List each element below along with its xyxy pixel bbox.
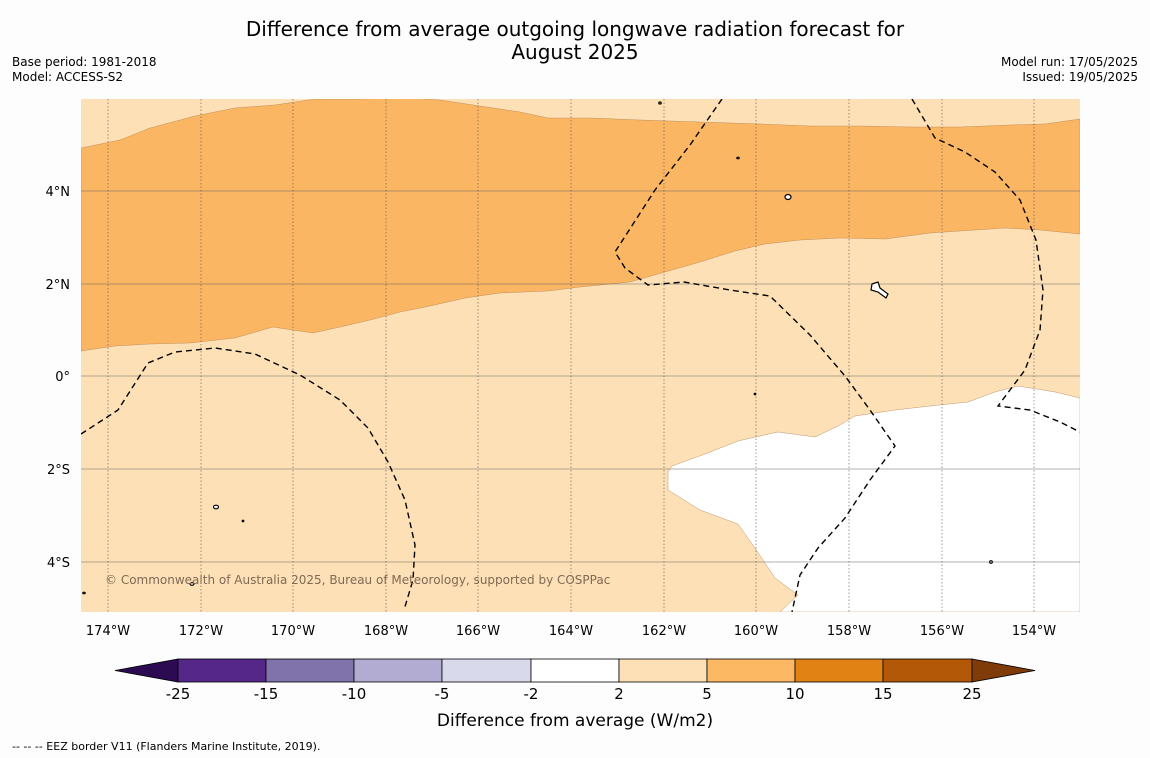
near-average-region xyxy=(667,385,1080,612)
island xyxy=(736,156,740,160)
meta-left: Base period: 1981-2018 Model: ACCESS-S2 xyxy=(12,55,157,85)
lat-label-4s: 4°S xyxy=(47,556,70,571)
colorbar-max-arrow xyxy=(971,658,1036,683)
colorbar-segment xyxy=(618,658,708,683)
colorbar-tick: 2 xyxy=(614,685,624,703)
colorbar: -25 -15 -10 -5 -2 2 5 10 15 25 Differenc… xyxy=(114,658,1036,731)
longitude-labels: 174°W 172°W 170°W 168°W 166°W 164°W 162°… xyxy=(86,624,1056,639)
eez-footnote: -- -- -- EEZ border V11 (Flanders Marine… xyxy=(12,740,321,753)
base-period: Base period: 1981-2018 xyxy=(12,55,157,69)
island xyxy=(753,392,757,396)
island xyxy=(658,101,662,105)
eez-border-west xyxy=(81,347,416,611)
lon-label: 160°W xyxy=(734,624,778,639)
colorbar-segment xyxy=(265,658,355,683)
colorbar-segment xyxy=(882,658,973,683)
lat-label-4n: 4°N xyxy=(46,185,71,200)
meta-right: Model run: 17/05/2025 Issued: 19/05/2025 xyxy=(1001,55,1138,85)
eez-borders xyxy=(81,99,1080,612)
colorbar-tick: 10 xyxy=(785,685,804,703)
lon-label: 172°W xyxy=(179,624,223,639)
colorbar-segment xyxy=(706,658,796,683)
colorbar-segment xyxy=(177,658,267,683)
lon-label: 162°W xyxy=(642,624,686,639)
lon-label: 156°W xyxy=(920,624,964,639)
orange-band xyxy=(81,99,1080,352)
colorbar-segment xyxy=(441,658,532,683)
island xyxy=(82,591,86,595)
lat-label-0: 0° xyxy=(55,370,70,385)
island xyxy=(989,560,993,564)
island xyxy=(784,193,792,201)
island xyxy=(241,519,245,523)
map-panel: © Commonwealth of Australia 2025, Bureau… xyxy=(81,99,1080,612)
island xyxy=(189,582,195,586)
copyright-credit: © Commonwealth of Australia 2025, Bureau… xyxy=(105,573,610,587)
title-line-2: August 2025 xyxy=(511,40,639,64)
lat-label-2n: 2°N xyxy=(46,278,71,293)
colorbar-title: Difference from average (W/m2) xyxy=(437,711,713,731)
latitude-labels: 4°N 2°N 0° 2°S 4°S xyxy=(46,185,71,571)
colorbar-segment xyxy=(530,658,620,683)
lon-label: 166°W xyxy=(456,624,500,639)
eez-border-central xyxy=(614,99,896,612)
islands xyxy=(82,101,993,595)
island xyxy=(212,504,220,510)
colorbar-tick: -25 xyxy=(166,685,191,703)
colorbar-min-arrow xyxy=(114,658,179,683)
lon-label: 174°W xyxy=(86,624,130,639)
issued-date: Issued: 19/05/2025 xyxy=(1022,70,1138,84)
colorbar-tick: -5 xyxy=(435,685,450,703)
colorbar-segment xyxy=(794,658,884,683)
lat-label-2s: 2°S xyxy=(47,463,70,478)
colorbar-segment xyxy=(353,658,443,683)
colorbar-tick: -10 xyxy=(342,685,367,703)
lon-label: 170°W xyxy=(271,624,315,639)
model-name: Model: ACCESS-S2 xyxy=(12,70,124,84)
colorbar-tick: 5 xyxy=(702,685,712,703)
colorbar-ticks: -25 -15 -10 -5 -2 2 5 10 15 25 xyxy=(166,685,982,703)
colorbar-tick: -2 xyxy=(524,685,539,703)
eez-border-east xyxy=(911,99,1080,433)
lon-label: 158°W xyxy=(827,624,871,639)
lon-label: 154°W xyxy=(1012,624,1056,639)
colorbar-tick: -15 xyxy=(254,685,279,703)
colorbar-tick: 25 xyxy=(962,685,981,703)
chart-title: Difference from average outgoing longwav… xyxy=(0,18,1150,64)
lon-label: 164°W xyxy=(549,624,593,639)
graticule xyxy=(81,99,1080,612)
lon-label: 168°W xyxy=(364,624,408,639)
colorbar-tick: 15 xyxy=(873,685,892,703)
model-run: Model run: 17/05/2025 xyxy=(1000,55,1138,69)
title-line-1: Difference from average outgoing longwav… xyxy=(245,17,905,41)
island-kiritimati xyxy=(870,281,889,299)
